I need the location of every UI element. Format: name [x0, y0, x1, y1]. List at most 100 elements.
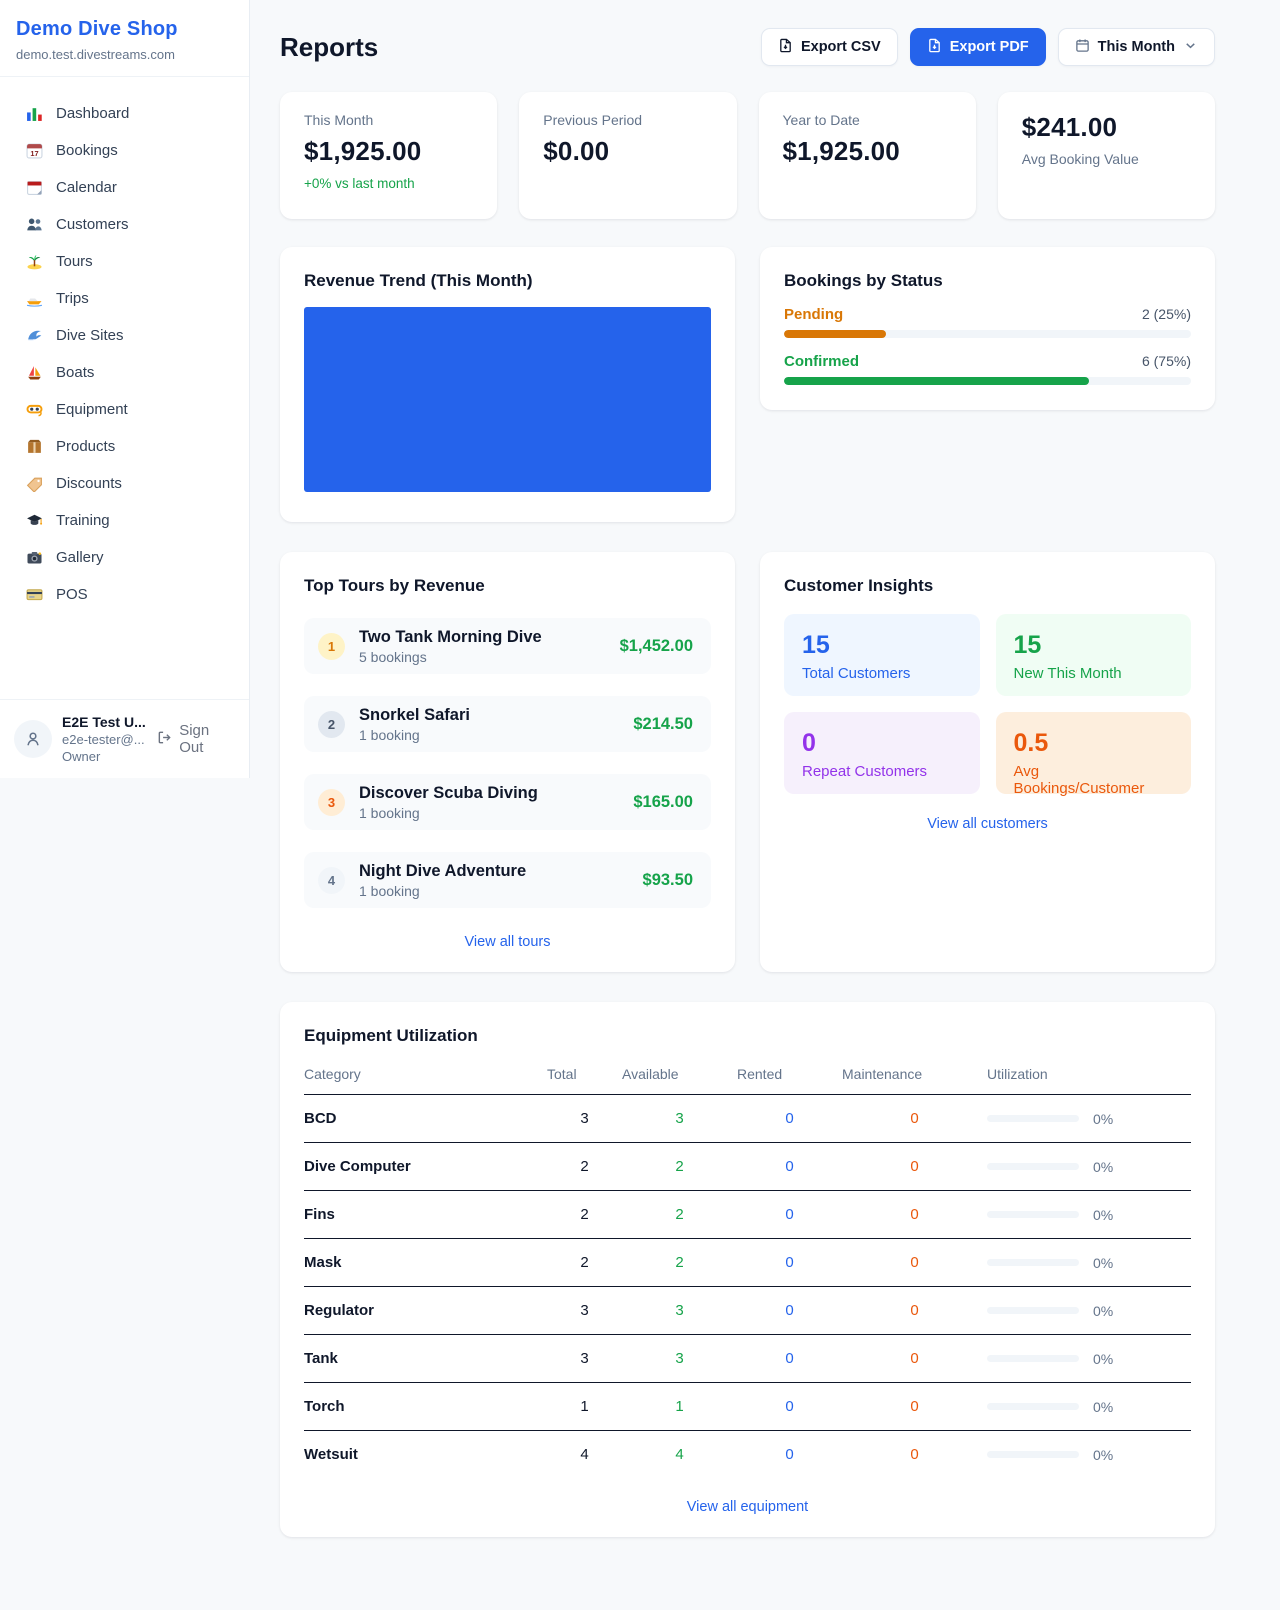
cell-maintenance: 0 — [842, 1094, 987, 1143]
brand-domain: demo.test.divestreams.com — [16, 47, 175, 62]
period-selector-value: This Month — [1097, 39, 1175, 55]
tearoff-calendar-icon — [26, 179, 43, 196]
sidebar-item-pos[interactable]: POS — [0, 576, 249, 613]
utilization-bar-track — [987, 1259, 1079, 1266]
sailboat-icon — [26, 364, 43, 381]
cell-available: 2 — [622, 1190, 737, 1239]
credit-card-icon — [26, 586, 43, 603]
insight-tile-new-this-month: 15 New This Month — [995, 614, 1191, 696]
insight-tile-total-customers: 15 Total Customers — [784, 614, 980, 696]
tour-list-item: 4 Night Dive Adventure 1 booking $93.50 — [304, 852, 711, 908]
sidebar-item-gallery[interactable]: Gallery — [0, 539, 249, 576]
cell-available: 2 — [622, 1238, 737, 1287]
table-row: Regulator 3 3 0 0 0% — [304, 1286, 1191, 1335]
customer-insights-card: Customer Insights 15 Total Customers 15 … — [760, 552, 1215, 972]
bookings-by-status-card: Bookings by Status Pending 2 (25%) Confi… — [760, 247, 1215, 410]
utilization-bar-track — [987, 1163, 1079, 1170]
sidebar-item-discounts[interactable]: Discounts — [0, 465, 249, 502]
view-all-customers-link[interactable]: View all customers — [927, 816, 1048, 832]
sidebar: Demo Dive Shop demo.test.divestreams.com… — [0, 0, 250, 778]
table-row: BCD 3 3 0 0 0% — [304, 1094, 1191, 1143]
sidebar-item-training[interactable]: Training — [0, 502, 249, 539]
status-bar-fill — [784, 330, 886, 338]
sidebar-user-footer: E2E Test U... e2e-tester@... Owner Sign … — [0, 699, 249, 778]
tile-value: 15 — [1013, 631, 1042, 659]
cell-utilization: 0% — [1093, 1158, 1114, 1175]
cell-maintenance: 0 — [910, 1446, 919, 1464]
export-pdf-button[interactable]: Export PDF — [909, 28, 1046, 66]
cell-available: 1 — [622, 1382, 737, 1431]
cell-available: 3 — [622, 1286, 737, 1335]
tour-name: Snorkel Safari — [359, 705, 470, 724]
camera-icon — [26, 549, 43, 566]
rank-badge: 3 — [318, 788, 345, 816]
cell-total: 4 — [580, 1446, 589, 1464]
sidebar-item-boats[interactable]: Boats — [0, 354, 249, 391]
stat-label: Previous Period — [543, 112, 643, 128]
view-all-equipment-link[interactable]: View all equipment — [686, 1498, 809, 1515]
stat-value: $241.00 — [1021, 112, 1118, 142]
chevron-down-icon — [1183, 38, 1198, 57]
table-row: Wetsuit 4 4 0 0 0% — [304, 1431, 1191, 1479]
cell-utilization: 0% — [1093, 1350, 1114, 1367]
tour-list-item: 1 Two Tank Morning Dive 5 bookings $1,452… — [304, 618, 711, 674]
sign-out-button[interactable]: Sign Out — [157, 722, 237, 756]
revenue-trend-chart — [304, 307, 711, 492]
table-row: Fins 2 2 0 0 0% — [304, 1190, 1191, 1239]
sidebar-item-dashboard[interactable]: Dashboard — [0, 95, 249, 132]
cell-utilization: 0% — [1093, 1446, 1114, 1463]
utilization-bar-track — [987, 1451, 1079, 1459]
sidebar-item-dive-sites[interactable]: Dive Sites — [0, 317, 249, 354]
tour-name: Discover Scuba Diving — [359, 783, 538, 802]
cell-maintenance: 0 — [842, 1334, 987, 1383]
sidebar-item-calendar[interactable]: Calendar — [0, 169, 249, 206]
cell-available: 3 — [622, 1094, 737, 1143]
avatar — [14, 720, 52, 758]
tour-list-item: 2 Snorkel Safari 1 booking $214.50 — [304, 696, 711, 752]
top-tours-title: Top Tours by Revenue — [304, 576, 485, 595]
sidebar-item-label: Boats — [56, 364, 95, 381]
tag-icon — [26, 475, 43, 492]
status-bar-fill — [784, 377, 1090, 385]
sidebar-item-customers[interactable]: Customers — [0, 206, 249, 243]
tour-name: Two Tank Morning Dive — [359, 627, 542, 646]
island-icon — [26, 253, 43, 270]
stat-value: $1,925.00 — [304, 136, 422, 166]
sidebar-item-equipment[interactable]: Equipment — [0, 391, 249, 428]
cell-utilization: 0% — [1093, 1302, 1114, 1319]
sidebar-item-label: Trips — [56, 290, 89, 307]
sign-out-label: Sign Out — [179, 722, 210, 756]
cell-category: Mask — [304, 1238, 547, 1287]
stat-card-this-month: This Month $1,925.00 +0% vs last month — [280, 92, 498, 219]
view-all-tours-link[interactable]: View all tours — [464, 934, 551, 950]
sidebar-item-tours[interactable]: Tours — [0, 243, 249, 280]
sidebar-item-trips[interactable]: Trips — [0, 280, 249, 317]
sidebar-item-bookings[interactable]: 17 Bookings — [0, 132, 249, 169]
main-content: Reports Export CSV Export PDF This Month — [250, 0, 1280, 1577]
period-selector-dropdown[interactable]: This Month — [1057, 28, 1215, 66]
page-title: Reports — [280, 31, 379, 62]
cell-rented: 0 — [737, 1334, 842, 1383]
bar-chart-icon — [26, 105, 43, 122]
tour-list-item: 3 Discover Scuba Diving 1 booking $165.00 — [304, 774, 711, 830]
tile-value: 15 — [802, 631, 830, 659]
rank-badge: 2 — [318, 710, 345, 738]
stat-label: Year to Date — [782, 112, 860, 128]
export-csv-button[interactable]: Export CSV — [760, 28, 898, 66]
brand-block: Demo Dive Shop demo.test.divestreams.com — [0, 0, 249, 77]
stat-card-year-to-date: Year to Date $1,925.00 — [758, 92, 976, 219]
insight-tiles: 15 Total Customers 15 New This Month 0 R… — [784, 614, 1191, 797]
utilization-bar-track — [987, 1115, 1079, 1122]
charts-row: Revenue Trend (This Month) Bookings by S… — [280, 247, 1215, 522]
equipment-table: Category Total Available Rented Maintena… — [304, 1060, 1191, 1479]
stat-delta: +0% vs last month — [304, 176, 415, 191]
insight-tile-repeat-customers: 0 Repeat Customers — [784, 712, 980, 794]
sidebar-item-label: Equipment — [56, 401, 128, 418]
cell-maintenance: 0 — [842, 1142, 987, 1191]
sidebar-item-label: Tours — [56, 253, 93, 270]
sidebar-item-products[interactable]: Products — [0, 428, 249, 465]
cell-total: 1 — [547, 1382, 622, 1431]
table-row: Dive Computer 2 2 0 0 0% — [304, 1142, 1191, 1191]
cell-utilization: 0% — [1093, 1254, 1114, 1271]
tile-label: Total Customers — [802, 665, 911, 682]
